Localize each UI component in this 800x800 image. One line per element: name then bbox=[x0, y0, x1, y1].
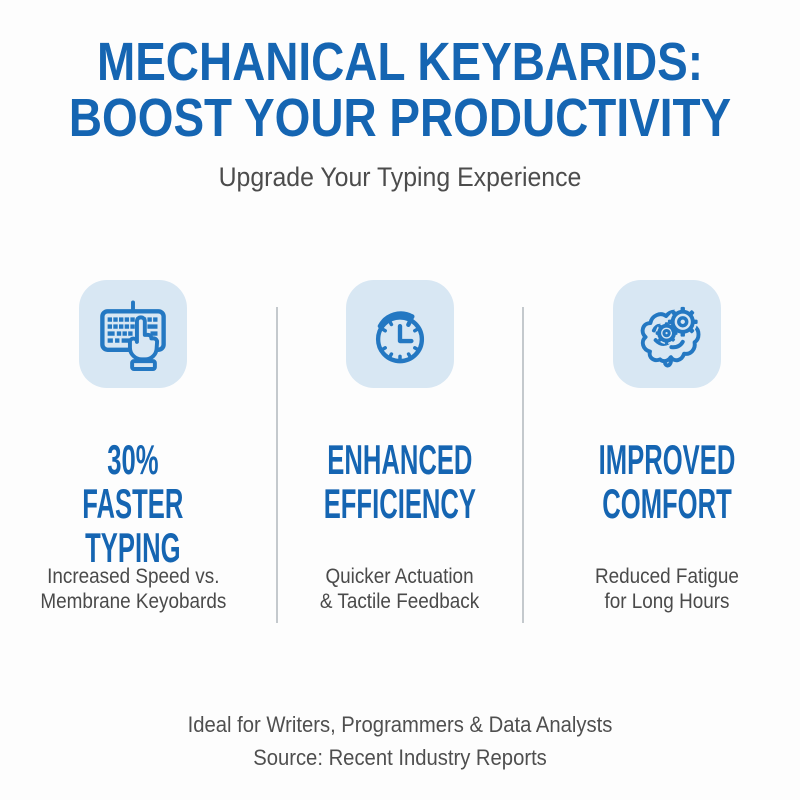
benefit-heading-line: ENHANCED bbox=[327, 436, 473, 483]
page-title-line-2: BOOST YOUR PRODUCTIVITY bbox=[68, 88, 732, 148]
benefit-heading-line: TYPING bbox=[85, 524, 182, 571]
benefit-description: Quicker Actuation & Tactile Feedback bbox=[311, 564, 488, 614]
benefit-column-enhanced-efficiency: ENHANCED EFFICIENCY Quicker Actuation & … bbox=[267, 280, 534, 614]
brain-gears-icon bbox=[612, 280, 721, 388]
benefit-heading: 30% FASTER TYPING bbox=[50, 436, 216, 570]
benefit-description-line: & Tactile Feedback bbox=[320, 590, 480, 613]
benefit-description-line: Reduced Fatigue bbox=[594, 565, 739, 588]
benefit-description: Increased Speed vs. Membrane Keyobards bbox=[30, 564, 237, 614]
footer-source-line: Source: Recent Industry Reports bbox=[253, 745, 547, 770]
benefit-description-line: for Long Hours bbox=[604, 590, 730, 613]
footer-audience-line: Ideal for Writers, Programmers & Data An… bbox=[187, 712, 613, 737]
column-divider bbox=[276, 307, 278, 623]
page-title-line-1: MECHANICAL KEYBARIDS: bbox=[96, 32, 704, 92]
benefit-heading-line: 30% bbox=[107, 436, 159, 483]
benefit-heading: IMPROVED COMFORT bbox=[555, 438, 779, 564]
page-subtitle: Upgrade Your Typing Experience bbox=[218, 162, 582, 192]
benefits-row: 30% FASTER TYPING Increased Speed vs. Me… bbox=[0, 280, 800, 623]
benefit-column-improved-comfort: IMPROVED COMFORT Reduced Fatigue for Lon… bbox=[533, 280, 800, 614]
benefit-description-line: Increased Speed vs. bbox=[47, 565, 220, 588]
benefit-heading: ENHANCED EFFICIENCY bbox=[275, 438, 525, 564]
benefit-description-line: Membrane Keyobards bbox=[40, 590, 227, 613]
benefit-column-faster-typing: 30% FASTER TYPING Increased Speed vs. Me… bbox=[0, 280, 267, 614]
benefit-heading-line: FASTER bbox=[82, 480, 184, 527]
benefit-description: Reduced Fatigue for Long Hours bbox=[587, 564, 747, 614]
header: MECHANICAL KEYBARIDS: BOOST YOUR PRODUCT… bbox=[0, 0, 800, 193]
benefit-heading-line: COMFORT bbox=[601, 480, 732, 527]
footer: Ideal for Writers, Programmers & Data An… bbox=[0, 708, 800, 774]
benefit-heading-line: EFFICIENCY bbox=[323, 480, 477, 527]
benefit-description-line: Quicker Actuation bbox=[325, 565, 475, 588]
keyboard-tap-icon bbox=[79, 280, 188, 388]
clock-arrow-icon bbox=[346, 280, 454, 388]
column-divider bbox=[522, 307, 524, 623]
benefit-heading-line: IMPROVED bbox=[598, 436, 736, 483]
